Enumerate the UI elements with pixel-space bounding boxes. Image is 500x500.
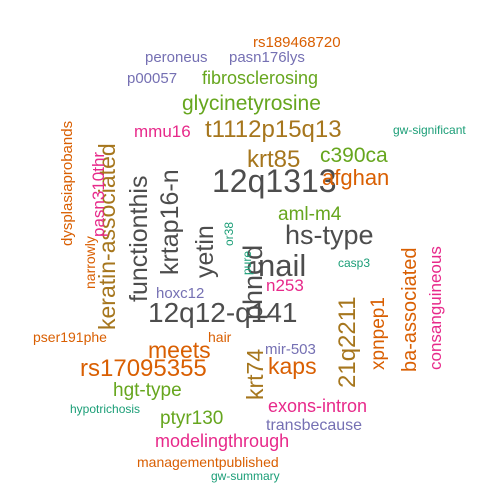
word-hs-type: hs-type: [285, 220, 374, 250]
word-rs17095355: rs17095355: [80, 355, 207, 382]
word-pure: pure: [240, 251, 254, 275]
word-gw-summary: gw-summary: [211, 469, 280, 483]
word-pasn176lys: pasn176lys: [229, 49, 305, 66]
word-narrowly: narrowly: [82, 236, 98, 289]
word-kaps: kaps: [268, 353, 317, 379]
word-pser191phe: pser191phe: [33, 329, 107, 345]
word-12q1313: 12q1313: [212, 163, 337, 199]
word-c390ca: c390ca: [320, 144, 388, 167]
word-mmu16: mmu16: [134, 122, 191, 141]
word-krtap16-n: krtap16-n: [156, 169, 184, 275]
word-hypotrichosis: hypotrichosis: [70, 402, 140, 416]
word-krt74: krt74: [242, 349, 268, 400]
word-gw-significant: gw-significant: [393, 123, 466, 137]
word-phned: phned: [238, 245, 268, 320]
word-meets: meets: [148, 337, 211, 363]
word-t1112p15q13: t1112p15q13: [205, 116, 342, 143]
word-p00057: p00057: [127, 70, 177, 87]
word-keratin-associated: keratin-associated: [94, 143, 120, 330]
word-dysplasiaprobands: dysplasiaprobands: [59, 121, 76, 246]
word-afghan: afghan: [322, 165, 389, 190]
word-nail: nail: [258, 248, 306, 283]
word-hoxc12: hoxc12: [156, 285, 204, 302]
word-xpnpep1: xpnpep1: [368, 297, 389, 370]
word-21q2211: 21q2211: [334, 296, 361, 388]
word-glycinetyrosine: glycinetyrosine: [182, 92, 321, 115]
word-hair: hair: [208, 329, 232, 345]
word-yetin: yetin: [191, 225, 219, 278]
word-n253: n253: [266, 276, 304, 295]
word-hgt-type: hgt-type: [113, 380, 182, 401]
word-or38: or38: [222, 222, 236, 246]
word-transbecause: transbecause: [266, 417, 362, 434]
word-peroneus: peroneus: [145, 49, 208, 66]
word-ptyr130: ptyr130: [160, 408, 223, 429]
word-exons-intron: exons-intron: [268, 396, 367, 416]
word-functionthis: functionthis: [125, 176, 153, 302]
word-fibrosclerosing: fibrosclerosing: [202, 68, 318, 88]
word-modelingthrough: modelingthrough: [155, 431, 289, 451]
word-mir-503: mir-503: [265, 341, 316, 358]
word-pasn310thr: pasn310thr: [89, 152, 108, 237]
word-ba-associated: ba-associated: [399, 247, 421, 372]
word-consanguineous: consanguineous: [426, 246, 445, 370]
word-12q12-q141: 12q12-q141: [148, 297, 297, 328]
word-managementpublished: managementpublished: [137, 454, 279, 470]
word-aml-m4: aml-m4: [278, 204, 342, 225]
word-rs189468720: rs189468720: [253, 34, 341, 51]
word-casp3: casp3: [338, 256, 370, 270]
word-krt85: krt85: [247, 146, 300, 173]
